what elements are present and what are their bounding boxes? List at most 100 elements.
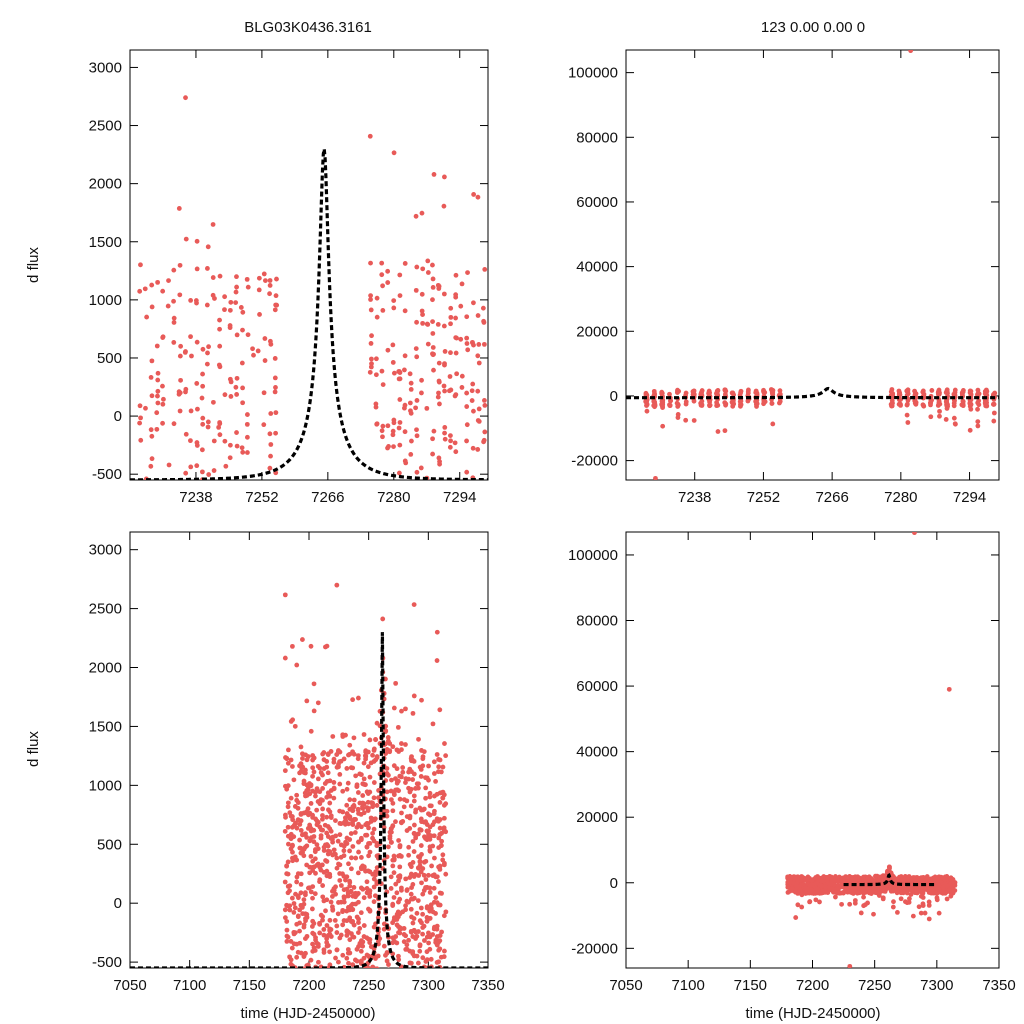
data-point (396, 977, 401, 982)
data-point (373, 404, 379, 410)
data-point (312, 999, 317, 1004)
data-point (413, 833, 419, 839)
data-point (408, 803, 414, 809)
data-point (288, 813, 294, 819)
data-point (839, 901, 844, 907)
data-point (309, 1000, 314, 1005)
data-point (324, 814, 330, 820)
y-tick-label: 2000 (89, 660, 122, 677)
data-point (234, 274, 239, 280)
data-point (815, 876, 821, 881)
data-point (309, 906, 315, 912)
data-point (984, 400, 989, 405)
data-point (423, 959, 429, 964)
data-point (330, 834, 336, 840)
data-point (426, 872, 431, 878)
data-point (334, 999, 339, 1004)
data-point (323, 994, 328, 999)
data-point (336, 761, 341, 767)
data-point (336, 748, 341, 754)
data-point (438, 843, 444, 849)
data-point (234, 443, 240, 449)
data-point (660, 423, 666, 429)
data-point (317, 879, 322, 885)
data-point (290, 643, 295, 649)
data-point (419, 880, 424, 886)
data-point (918, 889, 924, 895)
data-point (350, 844, 356, 849)
data-point (353, 773, 359, 779)
data-point (928, 879, 934, 884)
data-point (137, 288, 143, 294)
data-point (267, 283, 273, 288)
data-point (406, 852, 412, 858)
data-point (297, 822, 303, 827)
data-point (334, 855, 340, 861)
data-point (448, 314, 454, 320)
data-point (263, 278, 268, 284)
data-point (414, 487, 419, 492)
data-point (436, 757, 442, 762)
y-tick-label: 0 (610, 875, 618, 892)
data-point (967, 427, 973, 433)
data-point (355, 870, 361, 876)
data-point (436, 764, 442, 770)
data-point (379, 368, 385, 374)
data-point (960, 401, 966, 407)
data-point (311, 921, 317, 926)
data-point (950, 889, 956, 895)
x-tick-label: 7100 (671, 977, 704, 994)
data-point (393, 934, 399, 939)
data-point (368, 260, 373, 266)
data-point (436, 489, 441, 494)
data-point (327, 917, 333, 923)
data-point (918, 910, 924, 916)
data-point (284, 995, 289, 1000)
data-point (291, 909, 297, 915)
data-point (430, 262, 435, 268)
data-point (926, 899, 932, 905)
data-point (430, 285, 436, 290)
data-point (331, 847, 337, 853)
data-point (343, 975, 348, 980)
data-point (312, 891, 318, 897)
data-point (745, 390, 751, 396)
data-point (397, 482, 402, 487)
data-point (287, 888, 292, 894)
data-point (171, 267, 177, 273)
data-point (481, 341, 487, 347)
data-point (204, 302, 210, 308)
data-point (285, 760, 291, 766)
x-tick-label: 7200 (292, 977, 325, 994)
data-point (427, 889, 433, 895)
data-point (440, 857, 446, 863)
data-point (389, 839, 394, 845)
data-point (437, 817, 443, 822)
data-point (707, 399, 713, 405)
data-point (464, 404, 470, 409)
data-point (404, 942, 410, 948)
data-point (464, 390, 470, 396)
data-point (324, 779, 330, 784)
data-point (344, 955, 350, 961)
data-point (285, 824, 291, 830)
data-point (349, 866, 354, 872)
data-point (317, 930, 323, 936)
data-point (183, 470, 189, 476)
data-point (366, 996, 371, 1001)
data-point (890, 904, 896, 910)
data-point (165, 303, 171, 309)
data-point (340, 734, 346, 739)
data-point (737, 399, 743, 404)
data-point (417, 943, 423, 949)
data-point (344, 802, 350, 808)
data-point (302, 951, 308, 956)
data-point (282, 907, 288, 913)
data-point (188, 298, 194, 303)
data-point (414, 509, 419, 514)
data-point (799, 882, 805, 888)
data-point (405, 1001, 410, 1006)
data-point (920, 402, 926, 408)
data-point (155, 377, 161, 383)
axes-frame (625, 49, 1000, 481)
